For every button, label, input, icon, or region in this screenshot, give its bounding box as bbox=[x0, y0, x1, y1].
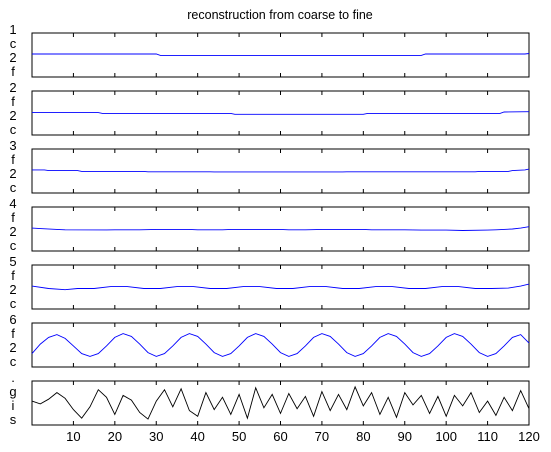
chart-title: reconstruction from coarse to fine bbox=[187, 8, 373, 22]
y-axis-label-char: c bbox=[10, 238, 17, 253]
y-axis-label-char: f bbox=[11, 152, 15, 167]
y-axis-label-char: 2 bbox=[9, 80, 16, 95]
x-tick-label: 20 bbox=[108, 429, 122, 444]
y-axis-label-char: s bbox=[10, 412, 17, 427]
series-line bbox=[32, 168, 530, 173]
y-axis-label-char: c bbox=[10, 296, 17, 311]
x-tick-label: 40 bbox=[190, 429, 204, 444]
x-tick-label: 120 bbox=[518, 429, 540, 444]
y-axis-label-char: f bbox=[11, 94, 15, 109]
y-axis-label-char: 5 bbox=[9, 254, 16, 269]
y-axis-label-char: 3 bbox=[9, 138, 16, 153]
subplot-7: .gis bbox=[9, 370, 530, 427]
x-tick-label: 60 bbox=[273, 429, 287, 444]
y-axis-label-char: 2 bbox=[9, 108, 16, 123]
x-tick-label: 110 bbox=[477, 429, 498, 444]
y-axis-label-char: 2 bbox=[9, 282, 16, 297]
y-axis-label-char: . bbox=[11, 370, 15, 385]
x-tick-label: 50 bbox=[232, 429, 246, 444]
y-axis-label-char: f bbox=[11, 64, 15, 79]
y-axis-label-char: 1 bbox=[9, 22, 16, 37]
axes-box bbox=[31, 380, 530, 426]
y-axis-label-char: f bbox=[11, 268, 15, 283]
y-axis-label-char: 2 bbox=[9, 224, 16, 239]
series-line bbox=[31, 385, 530, 420]
y-axis-label-char: 2 bbox=[9, 340, 16, 355]
y-axis-label-char: c bbox=[10, 354, 17, 369]
series-line bbox=[31, 226, 530, 231]
y-axis-label-char: f bbox=[11, 210, 15, 225]
y-axis-label-char: f bbox=[11, 326, 15, 341]
y-axis-label-char: c bbox=[10, 180, 17, 195]
x-tick-label: 70 bbox=[315, 429, 329, 444]
series-line bbox=[32, 111, 530, 115]
x-tick-label: 100 bbox=[435, 429, 457, 444]
x-tick-label: 10 bbox=[66, 429, 80, 444]
y-axis-label-char: i bbox=[12, 398, 15, 413]
y-axis-label-char: 2 bbox=[9, 166, 16, 181]
series-line bbox=[31, 283, 530, 291]
x-tick-label: 90 bbox=[398, 429, 412, 444]
y-axis-label-char: g bbox=[9, 384, 16, 399]
axes-box bbox=[31, 322, 530, 368]
y-axis-label-char: 6 bbox=[9, 312, 16, 327]
y-axis-label-char: 2 bbox=[9, 50, 16, 65]
series-line bbox=[32, 53, 530, 56]
y-axis-label-char: c bbox=[10, 36, 17, 51]
x-tick-label: 30 bbox=[149, 429, 163, 444]
x-tick-label: 80 bbox=[356, 429, 370, 444]
y-axis-label-char: c bbox=[10, 122, 17, 137]
y-axis-label-char: 4 bbox=[9, 196, 16, 211]
series-line bbox=[31, 333, 530, 357]
